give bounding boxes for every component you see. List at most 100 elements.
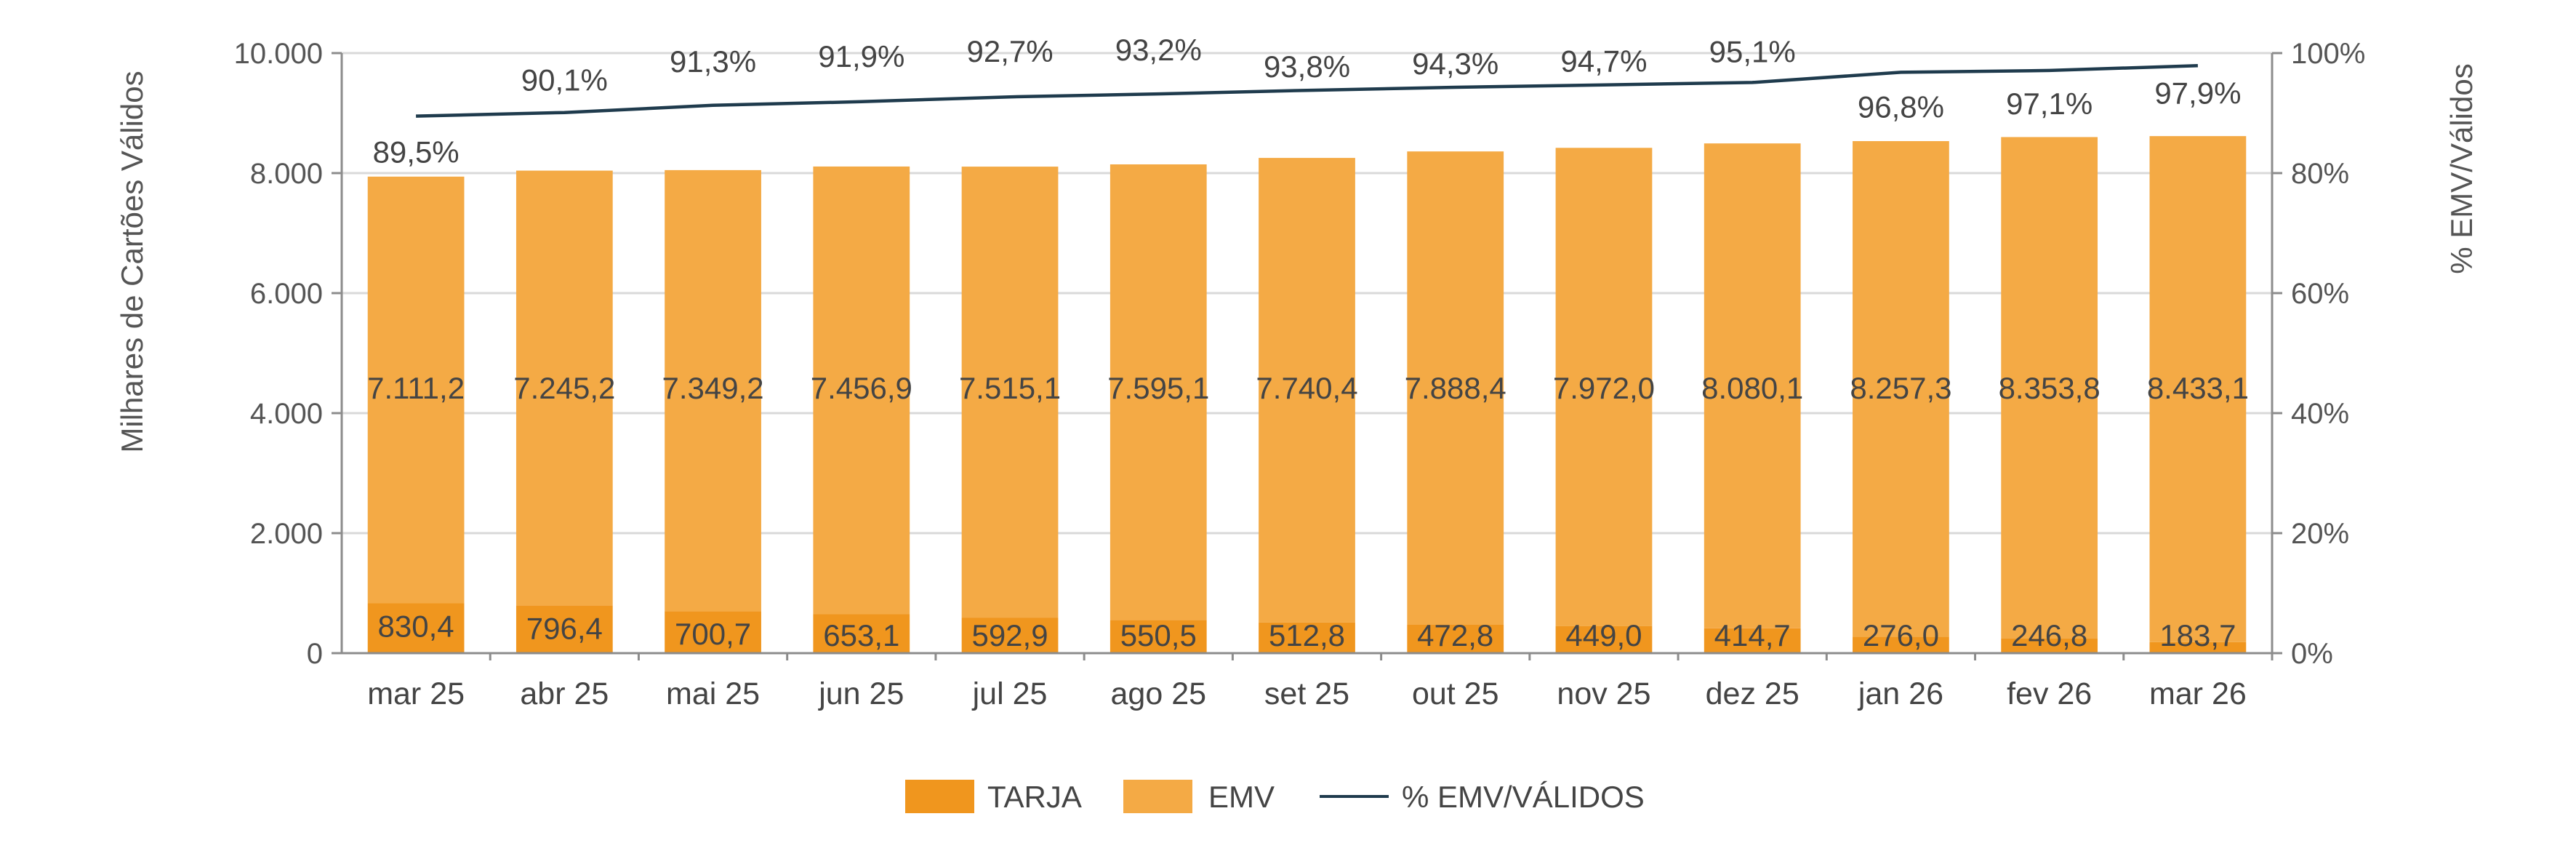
x-tick-label: mar 26	[2149, 676, 2247, 711]
bar-emv	[1259, 158, 1355, 623]
data-label-emv: 7.111,2	[367, 371, 465, 405]
y2-tick-label: 100%	[2291, 38, 2365, 70]
data-label-emv: 7.515,1	[959, 371, 1061, 405]
bar-tarja	[813, 614, 910, 653]
x-tick-label: jan 26	[1857, 676, 1943, 711]
data-label-tarja: 592,9	[971, 618, 1048, 652]
data-label-tarja: 550,5	[1120, 618, 1197, 652]
data-label-percent: 93,8%	[1264, 49, 1350, 84]
data-label-emv: 7.888,4	[1405, 371, 1506, 405]
data-label-percent: 91,3%	[670, 44, 756, 79]
data-label-tarja: 700,7	[675, 617, 751, 651]
x-tick-label: mai 25	[666, 676, 760, 711]
bar-tarja	[515, 605, 613, 653]
data-label-percent: 97,1%	[2006, 87, 2093, 121]
legend-swatch-emv	[1123, 780, 1192, 813]
y-axis-title: Milhares de Cartões Válidos	[115, 71, 149, 452]
data-label-tarja: 414,7	[1714, 618, 1791, 652]
data-label-percent: 96,8%	[1858, 89, 1944, 124]
x-tick-label: out 25	[1412, 676, 1499, 711]
data-label-tarja: 449,0	[1565, 618, 1642, 652]
bar-emv	[1704, 143, 1801, 628]
data-label-percent: 89,5%	[373, 135, 460, 169]
data-label-tarja: 796,4	[526, 611, 603, 645]
bar-tarja	[1853, 636, 1949, 653]
x-tick-label: ago 25	[1111, 676, 1207, 711]
data-label-tarja: 246,8	[2011, 618, 2087, 652]
y-tick-label: 2.000	[250, 518, 323, 550]
data-label-emv: 8.257,3	[1850, 371, 1951, 405]
percent-line	[416, 64, 2198, 118]
y2-tick-label: 60%	[2291, 278, 2349, 310]
bar-tarja	[1259, 622, 1355, 653]
bar-emv	[367, 176, 465, 604]
bar-emv	[813, 166, 910, 615]
data-label-percent: 92,7%	[966, 34, 1053, 68]
bar-emv	[515, 170, 613, 606]
data-label-emv: 7.349,2	[662, 371, 764, 405]
bar-emv	[1853, 141, 1949, 637]
bar-emv	[2001, 137, 2098, 639]
x-tick-label: fev 26	[2007, 676, 2092, 711]
legend-label-tarja: TARJA	[987, 780, 1082, 814]
data-label-tarja: 276,0	[1863, 618, 1939, 652]
bar-tarja	[1704, 628, 1801, 653]
y-tick-label: 4.000	[250, 398, 323, 430]
x-tick-label: mar 25	[367, 676, 465, 711]
data-label-emv: 7.972,0	[1553, 371, 1655, 405]
data-label-tarja: 183,7	[2159, 618, 2236, 652]
data-label-emv: 7.245,2	[513, 371, 615, 405]
data-label-tarja: 830,4	[378, 609, 454, 643]
x-tick-label: abr 25	[520, 676, 609, 711]
y-tick-label: 8.000	[250, 158, 323, 190]
y-tick-label: 10.000	[234, 38, 323, 70]
data-label-tarja: 653,1	[823, 618, 899, 652]
data-label-tarja: 472,8	[1417, 618, 1493, 652]
legend-swatch-tarja	[905, 780, 974, 813]
bar-emv	[1110, 164, 1207, 620]
data-label-percent: 95,1%	[1709, 34, 1796, 68]
data-label-percent: 91,9%	[818, 39, 904, 73]
y2-tick-label: 20%	[2291, 518, 2349, 550]
bars	[367, 136, 2247, 653]
data-label-percent: 90,1%	[521, 63, 608, 97]
y2-axis-title: % EMV/Válidos	[2444, 63, 2479, 273]
bar-tarja	[665, 611, 761, 653]
x-tick-label: dez 25	[1706, 676, 1799, 711]
data-label-percent: 97,9%	[2154, 76, 2241, 110]
x-tick-label: nov 25	[1557, 676, 1650, 711]
x-tick-label: jul 25	[971, 676, 1048, 711]
bar-emv	[1407, 151, 1504, 625]
data-label-emv: 8.080,1	[1701, 371, 1803, 405]
x-tick-label: jun 25	[817, 676, 904, 711]
y2-tick-label: 80%	[2291, 158, 2349, 190]
bar-emv	[961, 167, 1059, 618]
y-tick-label: 6.000	[250, 278, 323, 310]
bar-emv	[2149, 136, 2247, 642]
legend-label-emv: EMV	[1208, 780, 1275, 814]
data-label-emv: 7.740,4	[1256, 371, 1357, 405]
y2-tick-label: 40%	[2291, 398, 2349, 430]
bar-emv	[665, 169, 761, 612]
bar-tarja	[961, 618, 1059, 653]
data-label-emv: 7.595,1	[1107, 371, 1209, 405]
bar-tarja	[1555, 626, 1653, 653]
axes: 0 2.000 4.000 6.000 8.000 10.000 0% 20% 40% 60% 80…	[234, 38, 2366, 711]
percent-line-layer	[416, 64, 2198, 118]
data-label-emv: 8.353,8	[1999, 371, 2100, 405]
bar-tarja	[2001, 638, 2098, 653]
y2-tick-label: 0%	[2291, 638, 2333, 670]
bar-tarja	[2149, 642, 2247, 653]
data-label-tarja: 512,8	[1269, 618, 1345, 652]
bar-emv	[1555, 148, 1653, 626]
bar-tarja	[367, 603, 465, 653]
data-label-emv: 8.433,1	[2147, 371, 2249, 405]
bar-tarja	[1110, 620, 1207, 653]
legend-label-percent: % EMV/VÁLIDOS	[1402, 780, 1645, 814]
data-label-percent: 93,2%	[1115, 33, 1202, 67]
x-tick-label: set 25	[1264, 676, 1349, 711]
y-tick-label: 0	[307, 638, 323, 670]
data-label-percent: 94,3%	[1412, 47, 1498, 81]
bar-tarja	[1407, 624, 1504, 653]
